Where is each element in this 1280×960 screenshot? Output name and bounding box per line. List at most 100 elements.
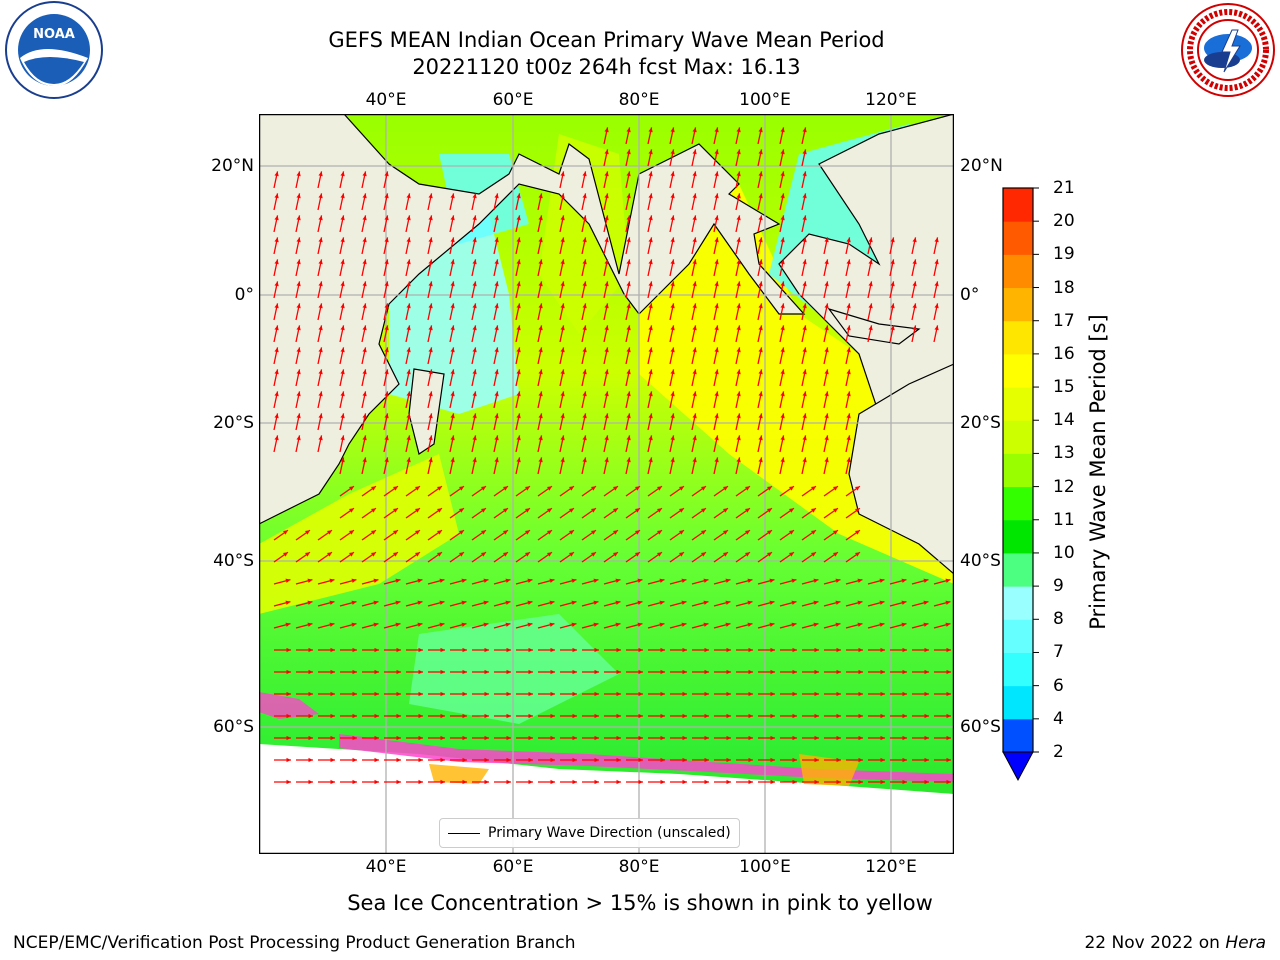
wave-direction-arrowhead: [340, 215, 345, 221]
wave-direction-arrowhead: [604, 303, 609, 309]
wave-direction-arrowhead: [502, 552, 508, 557]
wave-direction-arrowhead: [682, 757, 687, 763]
wave-direction-arrowhead: [835, 622, 841, 627]
wave-direction-arrowhead: [528, 779, 533, 785]
wave-direction-arrowhead: [516, 237, 521, 243]
colorbar-segment: [1003, 420, 1033, 454]
wave-direction-arrowhead: [308, 647, 313, 653]
wave-direction-arrowhead: [924, 779, 929, 785]
wave-direction-arrowhead: [440, 669, 445, 675]
colorbar-segment: [1003, 254, 1033, 289]
wave-direction-arrowhead: [436, 486, 442, 491]
footer-date: 22 Nov 2022 on Hera: [1084, 933, 1266, 953]
wave-direction-arrowhead: [560, 369, 565, 375]
wave-direction-arrowhead: [307, 600, 313, 605]
wave-direction-arrowhead: [770, 669, 775, 675]
wave-direction-arrowhead: [626, 281, 631, 287]
wave-direction-arrowhead: [440, 757, 445, 763]
colorbar-tick-label: 15: [1053, 377, 1075, 398]
wave-direction-arrowhead: [659, 578, 665, 583]
colorbar-tick-label: 17: [1053, 310, 1075, 331]
wave-direction-arrowhead: [648, 171, 653, 177]
wave-direction-arrowhead: [370, 486, 376, 491]
wave-direction-arrowhead: [483, 600, 489, 605]
wave-direction-arrowhead: [428, 193, 433, 199]
wave-direction-arrowhead: [406, 281, 411, 287]
wave-direction-arrowhead: [461, 578, 467, 583]
wave-direction-arrowhead: [758, 149, 763, 155]
wave-direction-arrowhead: [462, 735, 467, 741]
lon-tick-top: 60°E: [492, 90, 534, 110]
wave-direction-arrowhead: [846, 325, 851, 331]
wave-direction-arrowhead: [374, 757, 379, 763]
wave-direction-arrowhead: [516, 347, 521, 353]
wave-direction-arrowhead: [802, 457, 807, 463]
wave-direction-arrowhead: [450, 193, 455, 199]
wave-direction-arrowhead: [692, 369, 697, 375]
wave-direction-arrowhead: [868, 259, 873, 265]
wave-direction-arrowhead: [946, 669, 951, 675]
wave-direction-arrowhead: [648, 435, 653, 441]
wave-direction-arrowhead: [670, 215, 675, 221]
wave-direction-arrowhead: [648, 259, 653, 265]
wave-direction-arrowhead: [857, 622, 863, 627]
wave-direction-arrowhead: [582, 193, 587, 199]
wave-direction-arrowhead: [458, 530, 464, 535]
wave-direction-arrowhead: [494, 435, 499, 441]
wave-direction-arrowhead: [450, 281, 455, 287]
wave-direction-arrowhead: [616, 713, 621, 719]
wave-direction-arrowhead: [396, 691, 401, 697]
wave-direction-arrowhead: [616, 647, 621, 653]
wave-direction-arrowhead: [318, 325, 323, 331]
wave-direction-arrowhead: [538, 237, 543, 243]
wave-direction-arrowhead: [810, 530, 816, 535]
wave-direction-arrowhead: [274, 391, 279, 397]
wave-direction-arrowhead: [406, 215, 411, 221]
lat-tick-right: 60°S: [960, 717, 1001, 737]
wave-direction-arrowhead: [901, 600, 907, 605]
wave-direction-arrowhead: [505, 600, 511, 605]
wave-direction-arrowhead: [626, 215, 631, 221]
wave-direction-arrowhead: [384, 457, 389, 463]
wave-direction-arrowhead: [758, 237, 763, 243]
wave-direction-arrowhead: [528, 713, 533, 719]
wave-direction-arrowhead: [854, 530, 860, 535]
wave-direction-arrowhead: [802, 325, 807, 331]
wave-direction-arrowhead: [814, 735, 819, 741]
wave-direction-arrowhead: [700, 552, 706, 557]
wave-direction-arrowhead: [766, 530, 772, 535]
wave-direction-arrowhead: [506, 713, 511, 719]
lon-tick-top: 100°E: [739, 90, 791, 110]
wave-direction-arrowhead: [902, 779, 907, 785]
wave-direction-arrowhead: [780, 391, 785, 397]
wave-direction-arrowhead: [868, 325, 873, 331]
wave-direction-arrowhead: [373, 622, 379, 627]
wave-direction-arrowhead: [428, 347, 433, 353]
wave-direction-arrowhead: [516, 325, 521, 331]
wave-direction-arrowhead: [946, 735, 951, 741]
wave-direction-arrowhead: [472, 391, 477, 397]
colorbar-extend-arrow: [1002, 751, 1034, 782]
wave-direction-arrowhead: [406, 413, 411, 419]
wave-direction-arrowhead: [462, 669, 467, 675]
wave-direction-arrowhead: [780, 413, 785, 419]
wave-direction-arrowhead: [362, 413, 367, 419]
wave-direction-arrowhead: [634, 530, 640, 535]
wave-direction-arrowhead: [392, 552, 398, 557]
wave-direction-arrowhead: [648, 391, 653, 397]
wave-direction-arrowhead: [660, 779, 665, 785]
wave-direction-arrowhead: [736, 391, 741, 397]
wave-direction-arrowhead: [550, 669, 555, 675]
wave-direction-arrowhead: [854, 486, 860, 491]
wave-direction-arrowhead: [924, 713, 929, 719]
wave-direction-arrowhead: [582, 347, 587, 353]
colorbar-tick-label: 19: [1053, 244, 1075, 265]
wave-direction-arrowhead: [370, 508, 376, 513]
wave-direction-arrowhead: [670, 457, 675, 463]
wave-direction-arrowhead: [527, 578, 533, 583]
wave-direction-arrowhead: [318, 347, 323, 353]
wave-direction-arrowhead: [274, 237, 279, 243]
wave-direction-arrowhead: [780, 149, 785, 155]
wave-direction-arrowhead: [770, 757, 775, 763]
wave-direction-arrowhead: [678, 552, 684, 557]
